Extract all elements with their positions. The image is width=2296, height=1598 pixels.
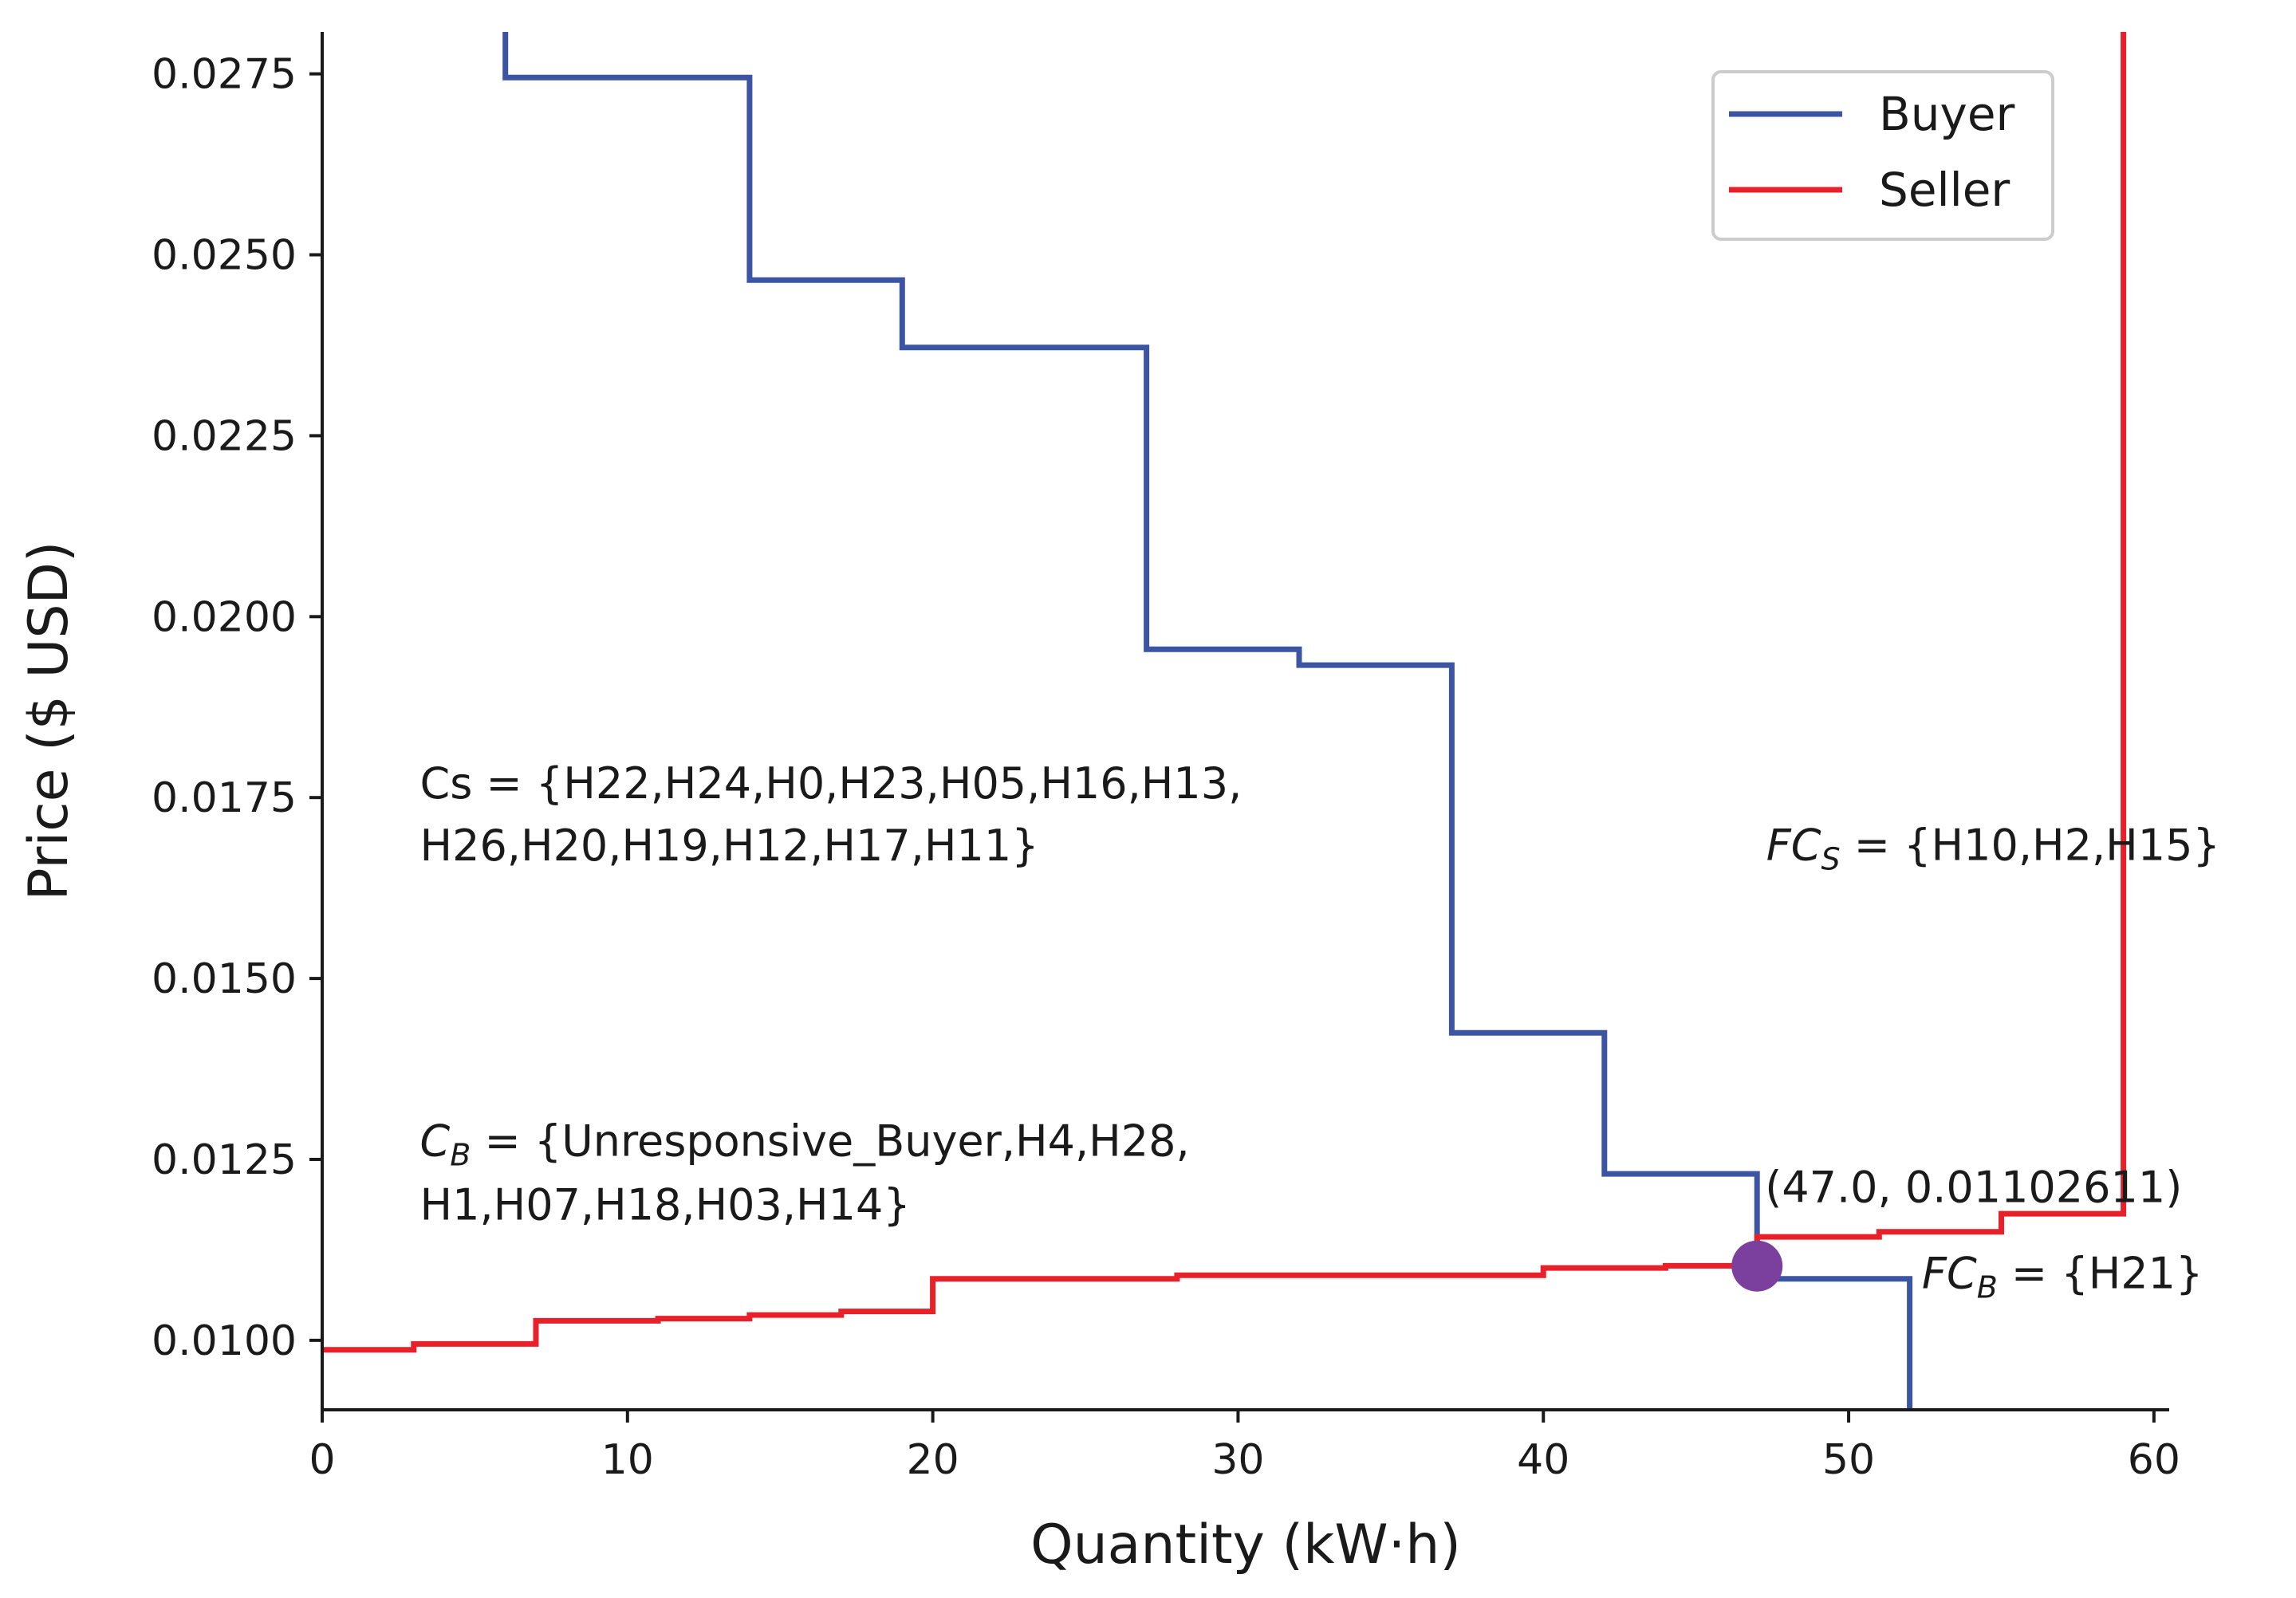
marker-layer bbox=[1731, 1240, 1783, 1292]
annotation-fcb-symbol: FC bbox=[1922, 1249, 1977, 1299]
annotation-cb-line-1: CB = {Unresponsive_Buyer,H4,H28, bbox=[419, 1116, 1189, 1172]
y-tick-label: 0.0200 bbox=[152, 593, 297, 641]
annotation-fcs-subscript: S bbox=[1821, 841, 1840, 876]
y-tick-label: 0.0175 bbox=[152, 774, 297, 822]
annotation-cb-subscript: B bbox=[450, 1137, 471, 1172]
plot-area bbox=[322, 32, 2127, 1410]
annotation-cb-line-2: H1,H07,H18,H03,H14} bbox=[419, 1179, 910, 1230]
annotation-fcs-members: = {H10,H2,H15} bbox=[1841, 820, 2220, 870]
x-tick-label: 30 bbox=[1211, 1436, 1264, 1484]
series-buyer-line bbox=[502, 32, 1913, 1410]
y-tick-label: 0.0250 bbox=[152, 232, 297, 280]
x-axis-title: Quantity (kW·h) bbox=[1030, 1513, 1461, 1576]
x-tick-label: 20 bbox=[907, 1436, 959, 1484]
annotation-cs-line-2: H26,H20,H19,H12,H17,H11} bbox=[419, 821, 1038, 871]
y-ticks: 0.0100 0.0125 0.0150 0.0175 0.0200 0.0225 0.02… bbox=[152, 51, 322, 1365]
equilibrium-point bbox=[1731, 1240, 1783, 1292]
y-axis-title: Price ($ USD) bbox=[18, 541, 81, 901]
legend-seller-label: Seller bbox=[1879, 163, 2010, 217]
x-tick-label: 40 bbox=[1517, 1436, 1569, 1484]
y-tick-label: 0.0100 bbox=[152, 1317, 297, 1365]
annotation-fcb-subscript: B bbox=[1977, 1270, 1998, 1305]
annotation-layer: Cs = {H22,H24,H0,H23,H05,H16,H13, H26,H2… bbox=[419, 758, 2219, 1305]
annotation-fcs-symbol: FC bbox=[1766, 820, 1821, 870]
legend: Buyer Seller bbox=[1711, 70, 2054, 241]
series-layer bbox=[322, 32, 2127, 1410]
annotation-fcb: FCB = {H21} bbox=[1922, 1249, 2203, 1305]
annotation-cb-members: = {Unresponsive_Buyer,H4,H28, bbox=[471, 1116, 1189, 1166]
annotation-fcb-members: = {H21} bbox=[1998, 1249, 2203, 1299]
annotation-cs-line-1: Cs = {H22,H24,H0,H23,H05,H16,H13, bbox=[419, 758, 1242, 809]
y-tick-label: 0.0150 bbox=[152, 955, 297, 1003]
x-tick-label: 10 bbox=[601, 1436, 654, 1484]
series-seller-line bbox=[322, 32, 2127, 1353]
annotation-fcs: FCS = {H10,H2,H15} bbox=[1766, 820, 2220, 876]
annotation-cb-symbol: C bbox=[419, 1116, 450, 1166]
y-tick-label: 0.0125 bbox=[152, 1136, 297, 1184]
equilibrium-label: (47.0, 0.01102611) bbox=[1765, 1163, 2182, 1213]
x-tick-label: 60 bbox=[2128, 1436, 2180, 1484]
x-tick-label: 50 bbox=[1822, 1436, 1875, 1484]
legend-buyer-label: Buyer bbox=[1879, 87, 2015, 141]
y-tick-label: 0.0275 bbox=[152, 51, 297, 99]
x-tick-label: 0 bbox=[309, 1436, 335, 1484]
y-tick-label: 0.0225 bbox=[152, 412, 297, 460]
x-ticks: 0 10 20 30 40 50 60 bbox=[309, 1410, 2180, 1484]
